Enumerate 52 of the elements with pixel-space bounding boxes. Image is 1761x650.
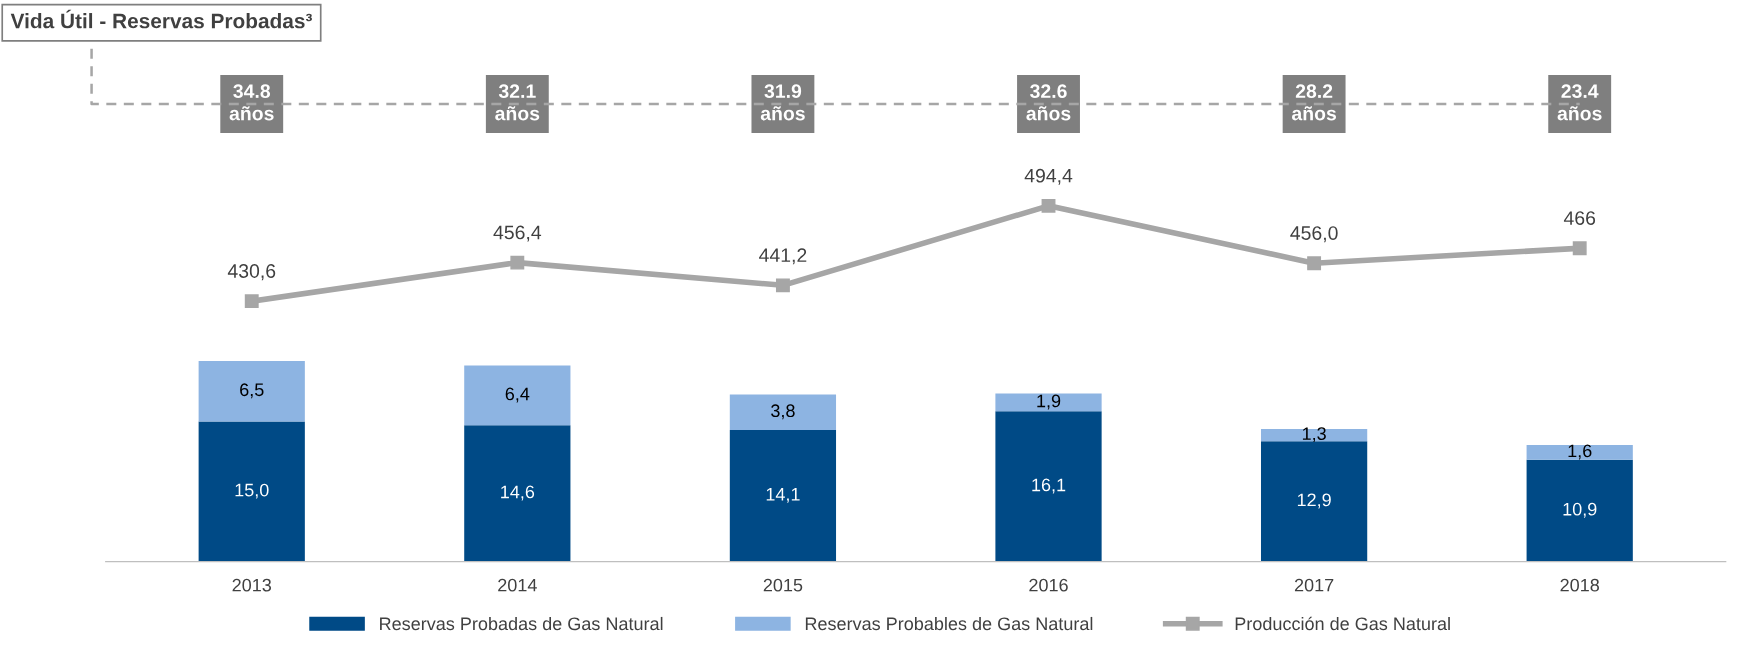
data-label: 12,9: [1297, 493, 1331, 509]
x-tick-label: 2014: [498, 578, 537, 592]
point: [775, 278, 790, 293]
point: [1041, 198, 1056, 213]
data-label: 16,1: [1032, 478, 1066, 494]
text: 23.4 años: [1557, 84, 1602, 121]
chart-title: Vida Útil - Reservas Probadas³: [10, 9, 312, 29]
text: 28.2 años: [1291, 84, 1337, 121]
bar: [464, 365, 571, 426]
legend-label: Producción de Gas Natural: [1235, 616, 1450, 631]
x-tick-label: 2013: [232, 578, 272, 592]
data-label: 10,9: [1563, 502, 1597, 518]
bar: [729, 394, 837, 431]
bar: [1526, 459, 1633, 562]
data-label: 15,0: [235, 483, 269, 499]
text: 34.8 años: [229, 84, 274, 121]
text: 32.1 años: [495, 84, 540, 121]
data-label: 6,5: [240, 383, 264, 399]
bar: [464, 425, 571, 562]
data-label: 14,1: [766, 488, 800, 503]
point: [244, 294, 259, 309]
data-label: 1,9: [1037, 394, 1061, 410]
bar: [995, 411, 1102, 562]
data-label: 456,0: [1290, 226, 1338, 243]
data-label: 14,6: [501, 485, 535, 501]
bar: [1260, 441, 1368, 562]
data-label: 6,4: [505, 387, 530, 403]
text: 32.6 años: [1026, 84, 1071, 121]
bar: [729, 430, 837, 562]
legend-label: Reservas Probables de Gas Natural: [805, 616, 1093, 631]
x-tick-label: 2018: [1560, 578, 1599, 592]
x-tick-label: 2016: [1029, 578, 1068, 592]
x-tick-label: 2015: [763, 578, 803, 592]
point: [1307, 256, 1322, 271]
data-label: 494,4: [1024, 168, 1073, 185]
data-label: 1,3: [1302, 427, 1326, 443]
data-label: 430,6: [227, 264, 276, 281]
data-label: 466: [1563, 211, 1596, 225]
data-label: 3,8: [771, 404, 795, 420]
point: [510, 255, 525, 270]
bar: [1260, 429, 1368, 442]
bar: [198, 421, 305, 562]
text: 31.9 años: [760, 84, 805, 121]
x-tick-label: 2017: [1294, 578, 1334, 592]
bar: [198, 360, 305, 422]
bar: [1526, 444, 1633, 460]
data-label: 456,4: [493, 225, 542, 242]
point: [1572, 241, 1587, 256]
legend-label: Reservas Probadas de Gas Natural: [380, 616, 663, 631]
data-label: 441,2: [759, 248, 807, 265]
data-label: 1,6: [1568, 444, 1592, 460]
bar: [995, 393, 1102, 412]
